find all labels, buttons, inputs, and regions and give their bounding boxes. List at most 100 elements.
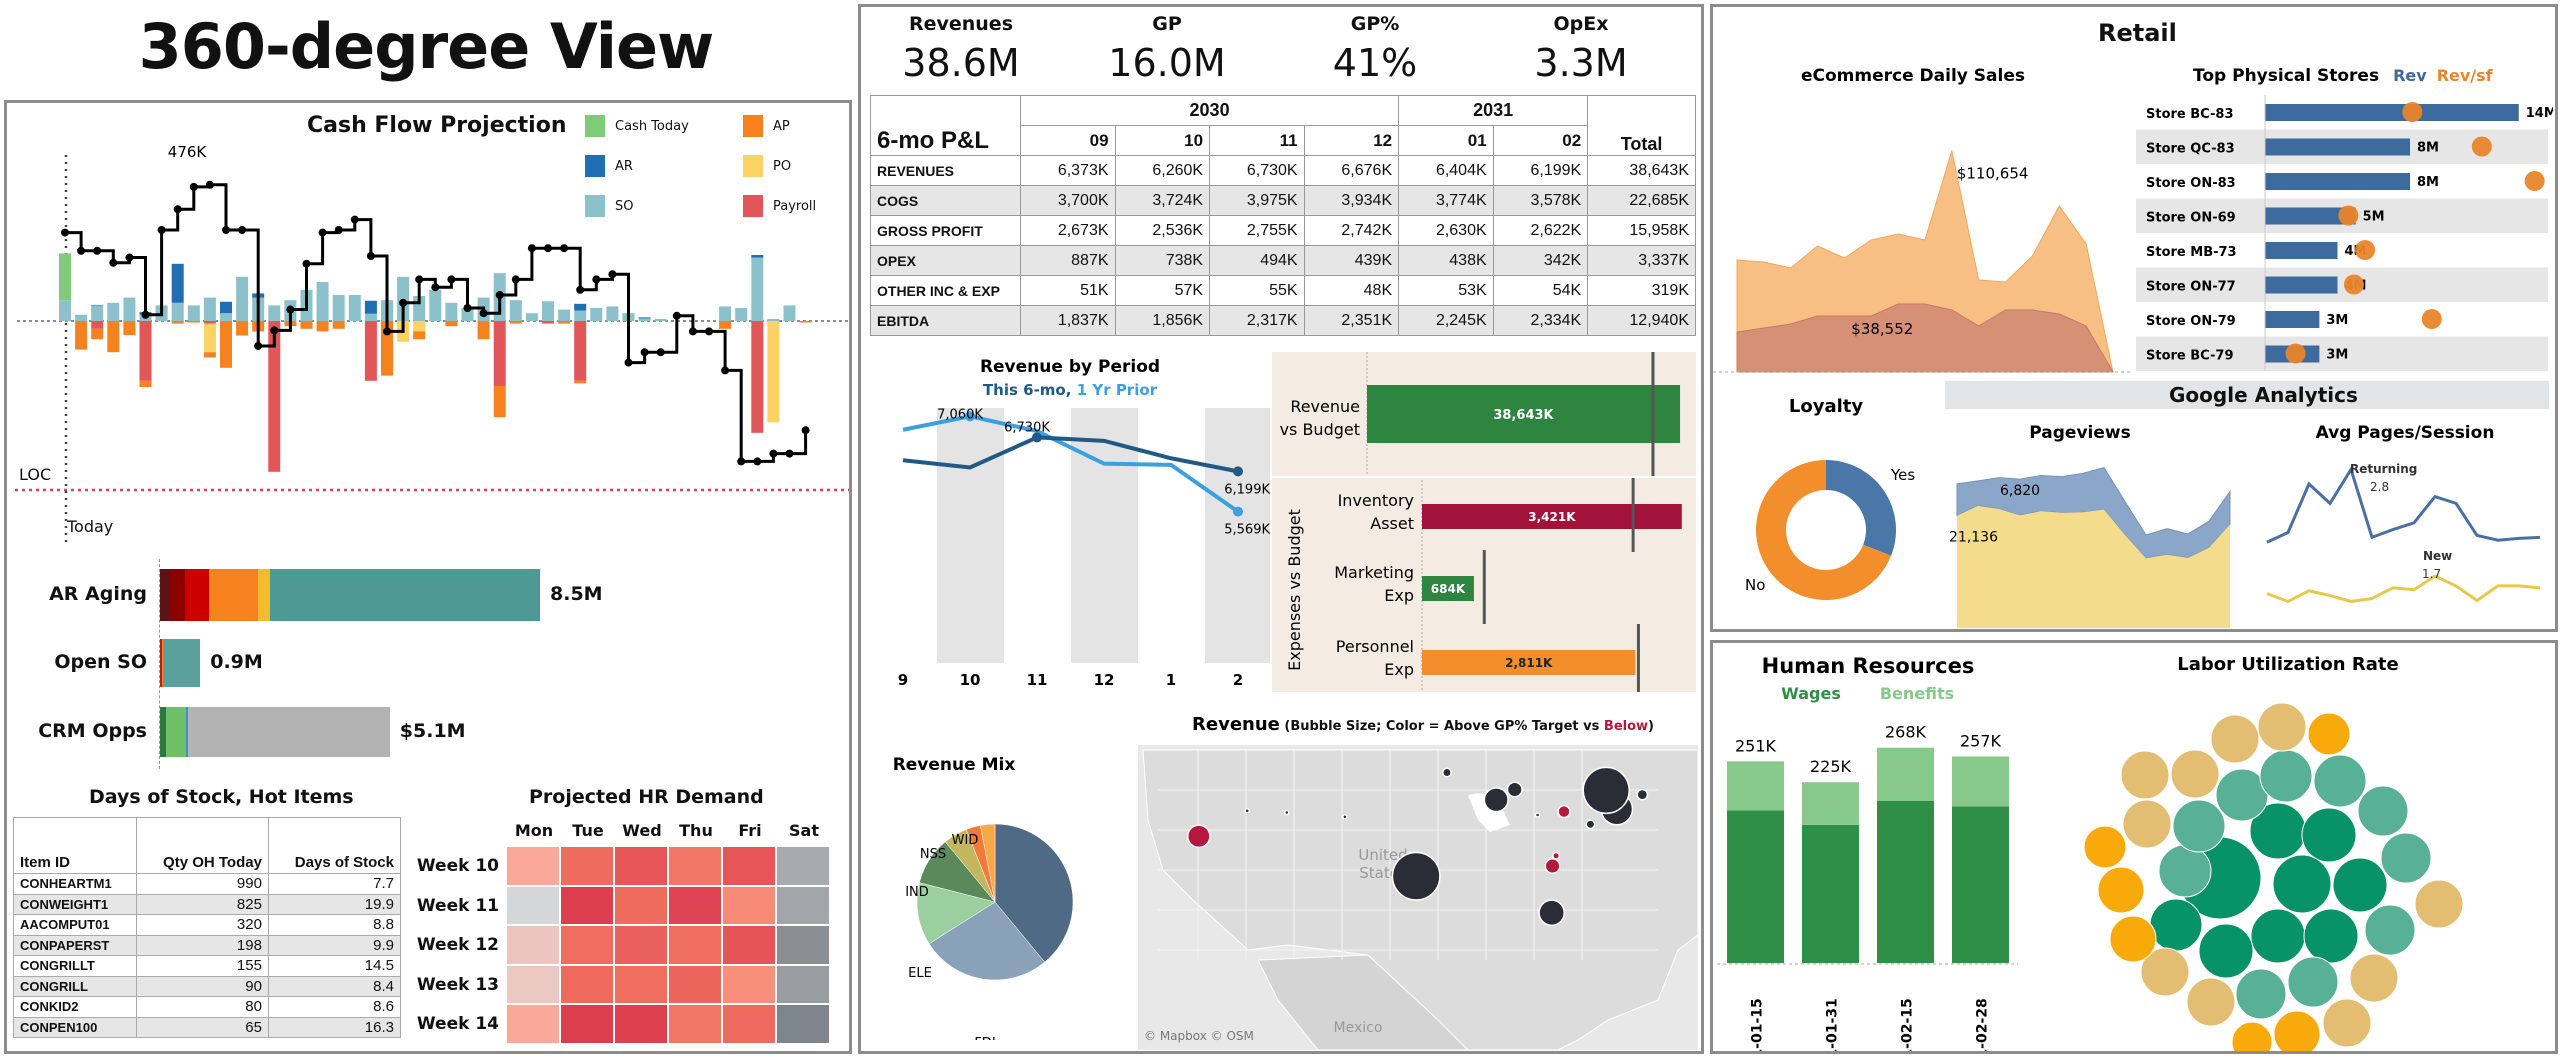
store-revsf-dot <box>2285 343 2306 364</box>
pl-cell: 2,622K <box>1492 215 1589 246</box>
cash-balance-point <box>157 226 166 234</box>
stock-days: 7.7 <box>267 873 402 895</box>
heatmap-cell[interactable] <box>615 926 667 964</box>
heatmap-cell[interactable] <box>669 926 721 964</box>
labor-bubble-very-low <box>2273 1010 2321 1051</box>
heatmap-cell[interactable] <box>561 886 613 924</box>
cash-bar-so <box>203 297 216 321</box>
pl-table: 6-mo P&L 2030 2031 Total 09 10 11 12 01 02 RE… <box>870 95 1696 336</box>
cash-balance-point <box>769 449 778 458</box>
cash-balance-point <box>447 275 456 284</box>
hr-legend-benefits: Benefits <box>1880 684 1954 703</box>
cash-balance-point <box>608 270 617 279</box>
cash-bar-so <box>638 318 651 321</box>
heatmap-cell[interactable] <box>507 965 559 1003</box>
heatmap-cell[interactable] <box>777 847 829 885</box>
pl-cell: 54K <box>1492 275 1589 306</box>
pl-cell: 2,317K <box>1209 305 1305 336</box>
pie-slice <box>916 882 996 945</box>
aging-row-label: CRM Opps <box>38 720 147 742</box>
cash-balance-point <box>383 327 391 336</box>
cash-bar-ar <box>574 303 587 311</box>
cash-bar-so <box>719 306 732 321</box>
stock-item-id: CONHEARTM1 <box>12 873 138 895</box>
period-tick-label: 12 <box>1094 671 1115 689</box>
store-revsf-dot <box>2338 205 2359 226</box>
cash-balance-point <box>495 291 504 299</box>
pl-cell: 2,245K <box>1398 305 1494 336</box>
stores-title-text: Top Physical Stores <box>2193 66 2379 86</box>
pl-month: 11 <box>1209 125 1305 156</box>
heatmap-cell[interactable] <box>507 1005 559 1043</box>
cash-bar-ap <box>558 321 571 324</box>
aging-total: 0.9M <box>210 651 263 673</box>
cash-flow-title: Cash Flow Projection <box>307 113 567 138</box>
mexico-landmass <box>1257 954 1469 1050</box>
heatmap-cell[interactable] <box>669 886 721 924</box>
heatmap-cell[interactable] <box>777 965 829 1003</box>
hr-date-label: 2031-01-31 <box>1825 998 1841 1051</box>
ecommerce-title: eCommerce Daily Sales <box>1801 66 2025 86</box>
heatmap-cell[interactable] <box>723 1005 775 1043</box>
heatmap-cell[interactable] <box>723 886 775 924</box>
heatmap-cell[interactable] <box>777 926 829 964</box>
revenue-point <box>965 411 975 422</box>
heatmap-row-label: Week 11 <box>416 895 499 916</box>
expense-bar <box>1422 576 1474 601</box>
cash-bar-ap <box>91 328 104 340</box>
heatmap-cell[interactable] <box>615 1005 667 1043</box>
heatmap-cell[interactable] <box>561 965 613 1003</box>
heatmap-cell[interactable] <box>777 886 829 924</box>
aging-segment <box>160 639 163 687</box>
store-rev-bar <box>2265 276 2338 294</box>
heatmap-cell[interactable] <box>561 1005 613 1043</box>
revenue-map[interactable]: Revenue (Bubble Size; Color = Above GP% … <box>1138 700 1698 1050</box>
loc-label: LOC <box>19 465 52 484</box>
heatmap-cell[interactable] <box>669 847 721 885</box>
heatmap-cell[interactable] <box>777 1005 829 1043</box>
store-rev-label: 3M <box>2326 348 2348 363</box>
heatmap-cell[interactable] <box>723 965 775 1003</box>
cash-bar-so <box>751 257 764 321</box>
heatmap-cell[interactable] <box>723 926 775 964</box>
heatmap-cell[interactable] <box>615 886 667 924</box>
heatmap-cell[interactable] <box>669 1005 721 1043</box>
map-bubble <box>1544 857 1561 875</box>
heatmap-cell[interactable] <box>507 847 559 885</box>
cash-bar-po <box>413 321 426 332</box>
pl-cell: 1,837K <box>1020 305 1116 336</box>
heatmap-cell[interactable] <box>669 965 721 1003</box>
hr-total-label: 268K <box>1885 723 1927 742</box>
heatmap-cell[interactable] <box>507 886 559 924</box>
cash-bar-so <box>574 310 587 321</box>
labor-bubble-high <box>2303 908 2359 964</box>
heatmap-cell[interactable] <box>507 926 559 964</box>
map-bubble <box>1557 804 1571 819</box>
pie-label: WID <box>952 833 979 848</box>
aging-row-label: Open SO <box>54 651 147 673</box>
cash-bar-cash-today <box>59 253 71 301</box>
revenue-line-1-yr-prior <box>902 414 1240 514</box>
stock-days: 9.9 <box>267 934 402 956</box>
revenue-point <box>1032 432 1042 443</box>
heatmap-cell[interactable] <box>615 965 667 1003</box>
store-rev-bar <box>2265 242 2338 259</box>
year-2030: 2030 <box>1019 95 1400 126</box>
bullet-value: 3,421K <box>1528 510 1576 524</box>
cash-bar-po <box>767 321 780 423</box>
stock-item-id: CONKID2 <box>12 996 138 1018</box>
heatmap-cell[interactable] <box>561 926 613 964</box>
cash-bar-so <box>220 313 232 321</box>
hr-total-label: 225K <box>1810 757 1852 776</box>
cash-bar-payroll <box>203 321 216 324</box>
heatmap-cell[interactable] <box>723 847 775 885</box>
aging-axis <box>159 559 160 769</box>
cash-balance-point <box>350 215 359 224</box>
cash-bar-ar <box>751 254 764 258</box>
heatmap-cell[interactable] <box>561 847 613 885</box>
heatmap-cell[interactable] <box>615 847 667 885</box>
stores-legend-rev: Rev <box>2393 66 2427 85</box>
pl-row-label: EBITDA <box>870 305 1021 336</box>
cash-bar-so <box>348 295 361 321</box>
cash-balance-point <box>479 309 488 318</box>
